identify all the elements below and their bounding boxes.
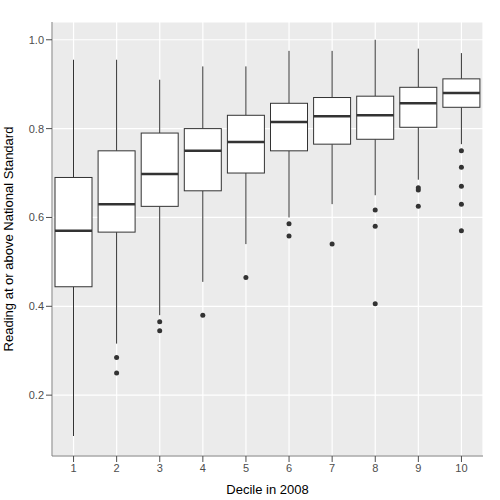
- svg-text:3: 3: [157, 462, 163, 474]
- svg-text:1.0: 1.0: [29, 34, 44, 46]
- svg-text:Decile in 2008: Decile in 2008: [226, 482, 308, 497]
- svg-text:0.2: 0.2: [29, 389, 44, 401]
- svg-text:6: 6: [286, 462, 292, 474]
- svg-text:0.8: 0.8: [29, 123, 44, 135]
- svg-text:Reading at or above National S: Reading at or above National Standard: [8, 127, 16, 352]
- svg-text:7: 7: [329, 462, 335, 474]
- svg-text:5: 5: [243, 462, 249, 474]
- svg-text:1: 1: [70, 462, 76, 474]
- svg-text:4: 4: [200, 462, 206, 474]
- svg-text:10: 10: [455, 462, 467, 474]
- svg-text:2: 2: [114, 462, 120, 474]
- svg-text:8: 8: [372, 462, 378, 474]
- svg-text:0.4: 0.4: [29, 300, 44, 312]
- svg-text:0.6: 0.6: [29, 211, 44, 223]
- svg-text:9: 9: [415, 462, 421, 474]
